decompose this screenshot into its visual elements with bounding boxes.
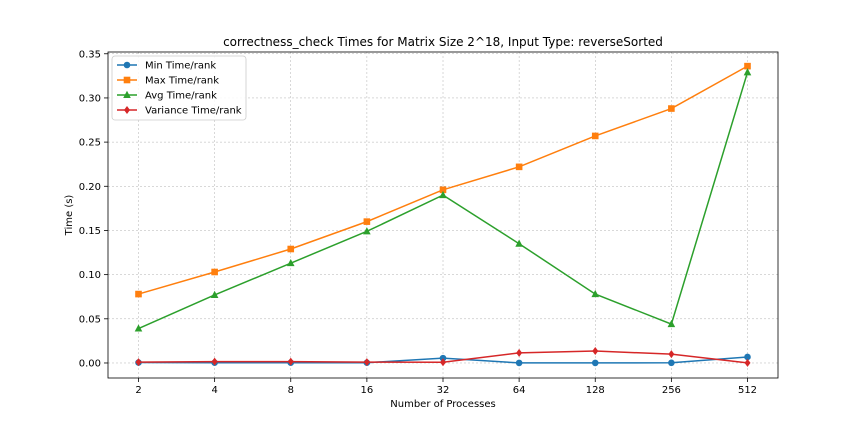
- y-tick-label: 0.30: [79, 93, 101, 104]
- legend-item-variance-time-rank: Variance Time/rank: [117, 106, 242, 117]
- y-tick-label: 0.25: [79, 138, 101, 149]
- legend-marker: [123, 61, 131, 69]
- data-point-max-time-rank: [515, 163, 523, 171]
- x-tick-label: 16: [361, 385, 374, 396]
- data-point-variance-time-rank: [516, 348, 523, 357]
- x-tick-label: 256: [662, 385, 681, 396]
- legend-marker: [123, 90, 131, 98]
- data-point-max-time-rank: [591, 132, 599, 140]
- x-axis-label: Number of Processes: [390, 399, 495, 410]
- x-tick-label: 4: [211, 385, 217, 396]
- data-point-min-time-rank: [439, 354, 447, 362]
- legend: Min Time/rank Max Time/rank Avg Time/rank V…: [111, 55, 247, 121]
- legend-item-min-time-rank: Min Time/rank: [117, 61, 216, 72]
- x-tick-label: 64: [513, 385, 526, 396]
- data-point-avg-time-rank: [667, 319, 676, 328]
- data-point-min-time-rank: [744, 353, 751, 361]
- y-axis-label: Time (s): [64, 195, 75, 237]
- data-point-avg-time-rank: [591, 289, 600, 298]
- y-tick-label: 0.15: [79, 226, 101, 237]
- data-point-variance-time-rank: [592, 347, 599, 356]
- data-point-min-time-rank: [515, 359, 523, 367]
- data-point-avg-time-rank: [286, 258, 295, 267]
- data-point-min-time-rank: [591, 359, 599, 367]
- legend-label: Max Time/rank: [145, 76, 219, 87]
- data-point-avg-time-rank: [439, 190, 447, 199]
- x-tick-label: 32: [437, 385, 450, 396]
- data-point-variance-time-rank: [135, 358, 142, 367]
- data-point-avg-time-rank: [363, 227, 371, 235]
- data-point-avg-time-rank: [210, 290, 219, 298]
- legend-label: Min Time/rank: [145, 61, 216, 72]
- legend-marker: [124, 106, 130, 114]
- x-axis-ticks: 2 4 8 16 32 64 128 256 512: [135, 378, 757, 396]
- data-point-variance-time-rank: [211, 357, 218, 366]
- y-tick-label: 0.00: [79, 358, 101, 369]
- data-point-max-time-rank: [287, 245, 295, 253]
- y-tick-label: 0.20: [79, 182, 101, 193]
- x-tick-label: 128: [586, 385, 605, 396]
- data-point-max-time-rank: [668, 105, 675, 112]
- y-tick-label: 0.35: [79, 49, 101, 60]
- y-axis-ticks: 0.00 0.05 0.10 0.15 0.20 0.25 0.30 0.35: [79, 49, 108, 369]
- data-point-variance-time-rank: [363, 358, 370, 367]
- data-point-variance-time-rank: [668, 350, 675, 359]
- data-point-min-time-rank: [668, 359, 675, 367]
- data-point-max-time-rank: [211, 268, 218, 276]
- x-tick-label: 512: [738, 385, 757, 396]
- legend-item-max-time-rank: Max Time/rank: [117, 76, 219, 87]
- data-point-avg-time-rank: [743, 68, 752, 76]
- data-point-max-time-rank: [363, 218, 371, 225]
- data-point-max-time-rank: [135, 290, 142, 298]
- x-tick-label: 8: [288, 385, 294, 396]
- data-point-max-time-rank: [744, 62, 751, 70]
- legend-item-avg-time-rank: Avg Time/rank: [117, 91, 217, 102]
- legend-marker: [123, 76, 131, 84]
- data-point-max-time-rank: [439, 186, 447, 194]
- data-point-variance-time-rank: [744, 358, 751, 367]
- data-point-variance-time-rank: [440, 358, 446, 367]
- legend-label: Variance Time/rank: [145, 106, 242, 117]
- y-tick-label: 0.10: [79, 270, 101, 281]
- y-tick-label: 0.05: [79, 314, 101, 325]
- legend-frame: [111, 55, 247, 121]
- chart-title: correctness_check Times for Matrix Size …: [223, 35, 663, 49]
- x-tick-label: 2: [135, 385, 141, 396]
- data-point-avg-time-rank: [515, 239, 523, 247]
- series-max-time-rank: [135, 62, 751, 298]
- legend-label: Avg Time/rank: [145, 91, 217, 102]
- data-point-variance-time-rank: [287, 357, 294, 366]
- series-avg-time-rank: [134, 68, 752, 332]
- series-group: [134, 62, 752, 367]
- series-variance-time-rank: [135, 347, 751, 367]
- data-point-avg-time-rank: [134, 324, 143, 332]
